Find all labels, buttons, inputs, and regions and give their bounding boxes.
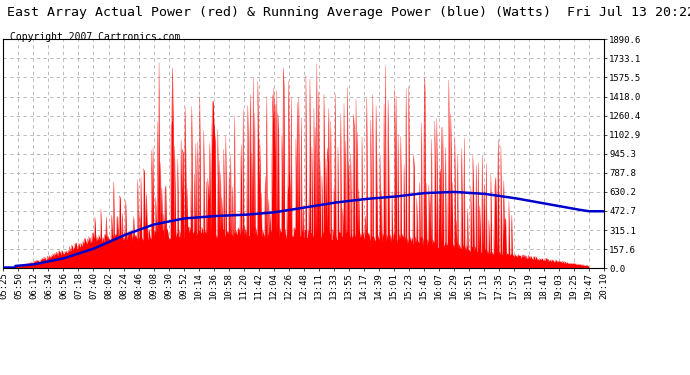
Text: East Array Actual Power (red) & Running Average Power (blue) (Watts)  Fri Jul 13: East Array Actual Power (red) & Running … bbox=[7, 6, 690, 19]
Text: Copyright 2007 Cartronics.com: Copyright 2007 Cartronics.com bbox=[10, 32, 181, 42]
